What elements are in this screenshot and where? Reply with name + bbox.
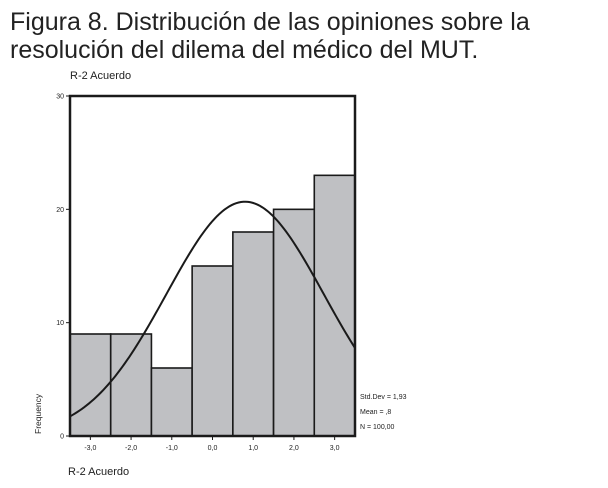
x-tick-label: -1,0 [166, 445, 178, 452]
histogram-bar [313, 174, 356, 437]
normal-curve [69, 200, 356, 418]
histogram-bar [109, 333, 153, 437]
chart-title: R-2 Acuerdo [70, 70, 132, 82]
y-axis-ticks: 0 10 20 30 [56, 94, 70, 441]
x-tick-label: 2,0 [289, 445, 299, 452]
y-tick-label: 20 [56, 207, 64, 214]
x-tick-label: 0,0 [208, 445, 218, 452]
stats-line: Std.Dev = 1,93 [360, 394, 407, 401]
x-tick-label: -3,0 [84, 445, 96, 452]
y-tick-label: 0 [60, 434, 64, 441]
y-axis-label: Frequency [33, 393, 43, 434]
histogram-bar [232, 231, 275, 437]
x-axis-label: R-2 Acuerdo [68, 466, 130, 478]
stats-line: N = 100,00 [360, 424, 395, 431]
x-tick-label: 3,0 [330, 445, 340, 452]
stats-box: Std.Dev = 1,93 Mean = ,8 N = 100,00 [360, 394, 407, 431]
histogram-bar [191, 265, 234, 437]
y-tick-label: 30 [56, 94, 64, 101]
x-tick-label: 1,0 [248, 445, 258, 452]
histogram-bar [69, 333, 112, 437]
bars-group [69, 174, 356, 437]
figure-caption: Figura 8. Distribución de las opiniones … [10, 8, 602, 64]
y-tick-label: 10 [56, 320, 64, 327]
x-axis-ticks: -3,0 -2,0 -1,0 0,0 1,0 2,0 3,0 [84, 436, 340, 452]
x-tick-label: -2,0 [125, 445, 137, 452]
figure-caption-line-2: resolución del dilema del médico del MUT… [10, 36, 479, 64]
stats-line: Mean = ,8 [360, 409, 391, 416]
figure-caption-line-1: Figura 8. Distribución de las opiniones … [10, 8, 530, 36]
histogram-bar [150, 367, 193, 437]
